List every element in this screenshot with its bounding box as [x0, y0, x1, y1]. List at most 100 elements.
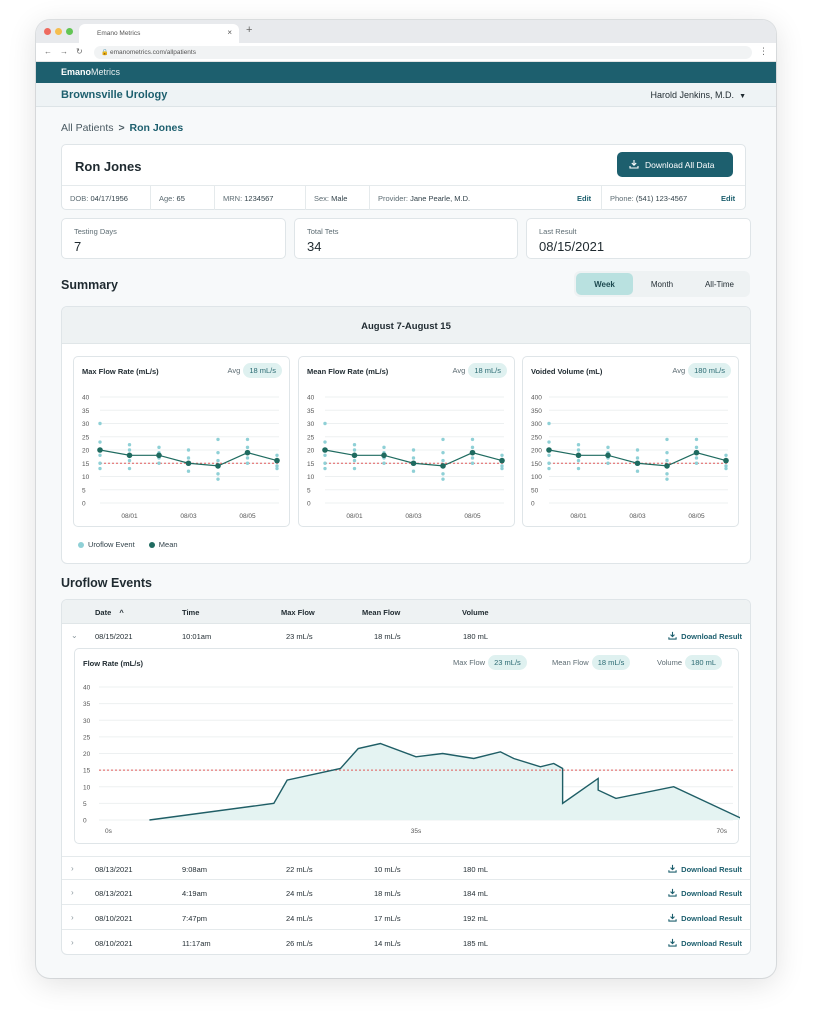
- uroflow-event-point: [186, 469, 191, 473]
- col-time[interactable]: Time: [182, 608, 200, 617]
- download-result-button[interactable]: Download Result: [668, 864, 742, 874]
- reload-icon[interactable]: ↻: [76, 47, 83, 56]
- patient-name: Ron Jones: [75, 159, 142, 174]
- minimize-window-dot[interactable]: [55, 28, 62, 35]
- uroflow-event-point: [275, 466, 279, 471]
- uroflow-event-point: [470, 456, 475, 460]
- flow-rate-card: Flow Rate (mL/s) Max Flow 23 mL/s Mean Fl…: [74, 648, 740, 844]
- cell-time: 11:17am: [182, 939, 211, 948]
- uroflow-event-point: [216, 477, 220, 481]
- mean-point: [575, 452, 582, 459]
- mean-point: [605, 452, 611, 459]
- uroflow-event-point: [694, 461, 699, 465]
- provider-cell: Provider: Jane Pearle, M.D.: [370, 186, 602, 210]
- mean-flow-metric: Mean Flow 18 mL/s: [552, 655, 631, 670]
- download-result-button[interactable]: Download Result: [668, 631, 742, 641]
- range-week[interactable]: Week: [576, 273, 633, 295]
- patient-card: Ron Jones Download All Data DOB: 04/17/1…: [61, 144, 746, 210]
- cell-volume: 184 mL: [463, 889, 489, 898]
- stat-label: Total Tets: [307, 227, 339, 236]
- download-result-button[interactable]: Download Result: [668, 913, 742, 923]
- uroflow-event-point: [470, 461, 475, 465]
- flow-rate-line: [149, 742, 740, 821]
- mean-point: [469, 449, 476, 456]
- uroflow-event-point: [216, 472, 220, 476]
- close-window-dot[interactable]: [44, 28, 51, 35]
- y-tick-label: 35: [307, 408, 315, 415]
- cell-max-flow: 24 mL/s: [286, 914, 313, 923]
- stat-value: 08/15/2021: [539, 239, 605, 254]
- uroflow-event-point: [724, 466, 728, 471]
- mean-point: [634, 460, 641, 467]
- download-result-button[interactable]: Download Result: [668, 888, 742, 898]
- table-row[interactable]: › 08/10/2021 11:17am 26 mL/s 14 mL/s 185…: [62, 931, 750, 954]
- uroflow-event-point: [323, 453, 327, 457]
- legend-event: Uroflow Event: [88, 540, 135, 549]
- breadcrumb-all-patients[interactable]: All Patients: [61, 122, 114, 134]
- uroflow-event-point: [547, 461, 551, 465]
- maximize-window-dot[interactable]: [66, 28, 73, 35]
- uroflow-event-point: [665, 477, 669, 481]
- mean-point: [97, 447, 103, 453]
- uroflow-event-point: [323, 461, 327, 465]
- table-row[interactable]: › 08/13/2021 9:08am 22 mL/s 10 mL/s 180 …: [62, 856, 750, 880]
- download-icon: [668, 631, 677, 640]
- download-all-data-button[interactable]: Download All Data: [617, 152, 733, 177]
- col-max-flow[interactable]: Max Flow: [281, 608, 315, 617]
- user-menu[interactable]: Harold Jenkins, M.D. ▼: [651, 90, 746, 100]
- metric-pill: 18 mL/s: [591, 655, 631, 670]
- url-field[interactable]: 🔒 emanometrics.com/allpatients: [94, 46, 752, 59]
- table-row[interactable]: › 08/13/2021 4:19am 24 mL/s 18 mL/s 184 …: [62, 881, 750, 905]
- col-volume[interactable]: Volume: [462, 608, 489, 617]
- uroflow-event-point: [500, 464, 504, 468]
- cell-max-flow: 22 mL/s: [286, 865, 313, 874]
- chevron-right-icon[interactable]: ›: [71, 913, 74, 922]
- mean-point: [185, 460, 192, 467]
- chevron-right-icon[interactable]: ›: [71, 888, 74, 897]
- cell-date: 08/13/2021: [95, 865, 133, 874]
- uroflow-event-point: [127, 448, 132, 452]
- range-all-time[interactable]: All-Time: [704, 280, 735, 289]
- uroflow-event-point: [500, 466, 504, 471]
- y-tick-label: 20: [307, 448, 315, 455]
- sex-value: Male: [331, 194, 348, 203]
- cell-time: 10:01am: [182, 632, 212, 641]
- y-tick-label: 35: [83, 701, 91, 708]
- browser-tab[interactable]: Emano Metrics ×: [79, 24, 239, 43]
- x-tick-label: 35s: [411, 828, 422, 835]
- uroflow-event-point: [547, 421, 551, 426]
- y-tick-label: 20: [83, 751, 91, 758]
- new-tab-icon[interactable]: +: [246, 24, 253, 36]
- download-icon: [629, 160, 639, 169]
- uroflow-event-point: [635, 456, 640, 460]
- edit-provider-button[interactable]: Edit: [577, 194, 592, 203]
- browser-menu-icon[interactable]: ⋮: [759, 46, 768, 56]
- y-tick-label: 0: [82, 501, 86, 508]
- uroflow-event-point: [157, 445, 161, 450]
- uroflow-event-point: [606, 445, 610, 450]
- back-arrow-icon[interactable]: ←: [44, 47, 52, 56]
- uroflow-event-point: [635, 469, 640, 473]
- mean-point: [499, 457, 505, 464]
- col-date[interactable]: Date ^: [95, 608, 124, 617]
- chevron-right-icon[interactable]: ›: [71, 938, 74, 947]
- forward-arrow-icon[interactable]: →: [60, 47, 68, 56]
- uroflow-event-point: [98, 466, 102, 471]
- table-row-expanded[interactable]: ⌄ 08/15/2021 10:01am 23 mL/s 18 mL/s 180…: [62, 624, 750, 648]
- y-tick-label: 40: [82, 395, 90, 402]
- range-month[interactable]: Month: [650, 280, 674, 289]
- uroflow-event-point: [275, 464, 279, 468]
- edit-phone-button[interactable]: Edit: [721, 194, 736, 203]
- age-label: Age:: [159, 194, 175, 203]
- chevron-down-icon[interactable]: ⌄: [71, 631, 78, 640]
- download-result-button[interactable]: Download Result: [668, 938, 742, 948]
- table-row[interactable]: › 08/10/2021 7:47pm 24 mL/s 17 mL/s 192 …: [62, 906, 750, 930]
- close-tab-icon[interactable]: ×: [227, 28, 232, 37]
- uroflow-event-point: [411, 469, 416, 473]
- cell-mean-flow: 18 mL/s: [374, 889, 401, 898]
- chevron-right-icon[interactable]: ›: [71, 864, 74, 873]
- age-cell: Age: 65: [151, 186, 215, 210]
- emano-logo[interactable]: EmanoMetrics: [61, 67, 120, 77]
- col-mean-flow[interactable]: Mean Flow: [362, 608, 401, 617]
